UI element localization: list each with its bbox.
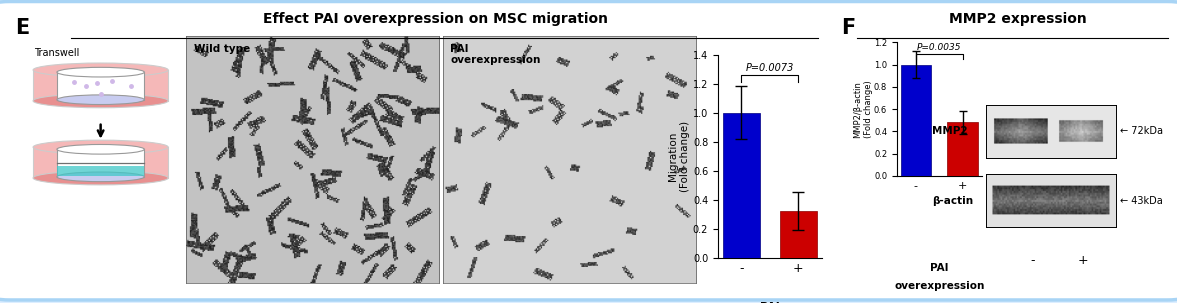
Ellipse shape [33,94,168,108]
Bar [723,112,760,258]
Y-axis label: Migration
(Fold change): Migration (Fold change) [669,121,690,191]
Polygon shape [56,72,145,100]
Text: ← 72kDa: ← 72kDa [1119,126,1163,136]
Text: P=0.0035: P=0.0035 [917,43,962,52]
Text: P=0.0073: P=0.0073 [745,63,794,73]
Text: ← 43kDa: ← 43kDa [1119,196,1163,206]
Ellipse shape [33,140,168,154]
Text: PAI: PAI [930,263,949,273]
Text: MMP2: MMP2 [932,126,967,136]
Bar [947,122,978,176]
Ellipse shape [56,67,145,77]
Text: overexpression: overexpression [895,281,984,291]
Ellipse shape [56,95,145,105]
Polygon shape [33,147,168,178]
Bar [900,65,931,176]
Text: -: - [1030,254,1035,267]
Ellipse shape [56,172,145,182]
Polygon shape [56,149,145,177]
Text: PAI
overexpression: PAI overexpression [450,44,540,65]
Text: E: E [15,18,29,38]
Ellipse shape [56,145,145,154]
Polygon shape [33,70,168,101]
Text: Effect PAI overexpression on MSC migration: Effect PAI overexpression on MSC migrati… [262,12,609,26]
Text: Transwell: Transwell [34,48,79,58]
Ellipse shape [33,63,168,77]
Text: β-actin: β-actin [932,196,973,206]
Text: F: F [842,18,856,38]
Ellipse shape [33,171,168,185]
Polygon shape [56,166,145,176]
Text: PAI: PAI [760,302,779,303]
Text: Wild type: Wild type [193,44,250,54]
Text: +: + [1077,254,1089,267]
Bar [779,211,817,258]
Y-axis label: MMP2/β-actin
(Fold change): MMP2/β-actin (Fold change) [853,80,872,138]
Text: MMP2 expression: MMP2 expression [949,12,1088,26]
